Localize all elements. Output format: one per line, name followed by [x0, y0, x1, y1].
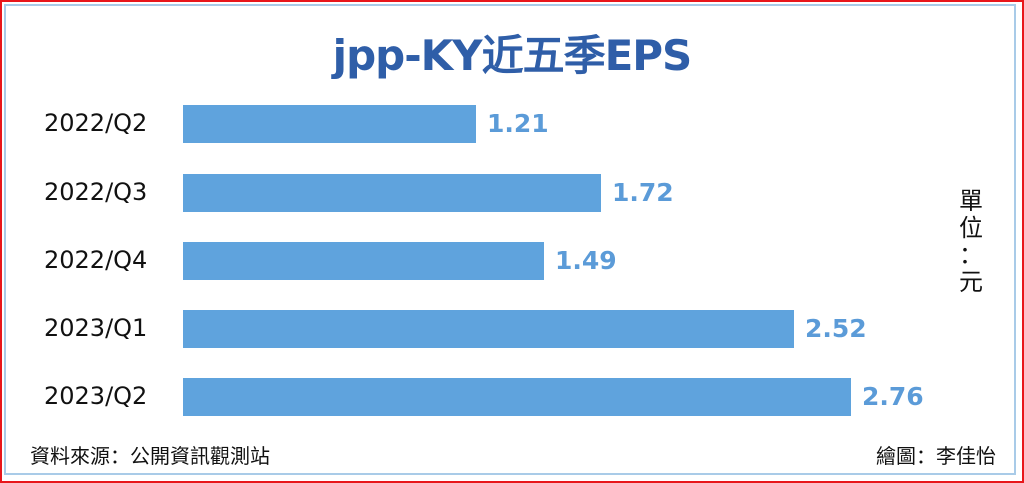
author-credit: 繪圖：李佳怡 [876, 444, 996, 468]
source-note: 資料來源：公開資訊觀測站 [30, 444, 270, 468]
category-label: 2022/Q4 [44, 246, 148, 274]
category-label: 2023/Q1 [44, 314, 148, 342]
bar-row: 2022/Q3 1.72 [0, 174, 1024, 212]
value-label: 1.49 [555, 246, 617, 275]
bar [183, 105, 476, 143]
bar [183, 174, 601, 212]
bar-row: 2022/Q4 1.49 [0, 242, 1024, 280]
unit-char: 位 [959, 214, 983, 242]
bar-row: 2022/Q2 1.21 [0, 105, 1024, 143]
unit-char: ： [959, 241, 983, 269]
category-label: 2022/Q2 [44, 109, 148, 137]
unit-char: 元 [959, 268, 983, 296]
bar-row: 2023/Q1 2.52 [0, 310, 1024, 348]
category-label: 2023/Q2 [44, 382, 148, 410]
bar [183, 378, 851, 416]
category-label: 2022/Q3 [44, 178, 148, 206]
unit-label: 單 位 ： 元 [955, 188, 987, 296]
value-label: 2.76 [862, 382, 924, 411]
bar [183, 242, 544, 280]
unit-char: 單 [959, 187, 983, 215]
value-label: 1.21 [487, 109, 549, 138]
chart-title: jpp-KY近五季EPS [332, 31, 693, 80]
value-label: 1.72 [612, 178, 674, 207]
bar [183, 310, 794, 348]
bar-row: 2023/Q2 2.76 [0, 378, 1024, 416]
value-label: 2.52 [805, 314, 867, 343]
